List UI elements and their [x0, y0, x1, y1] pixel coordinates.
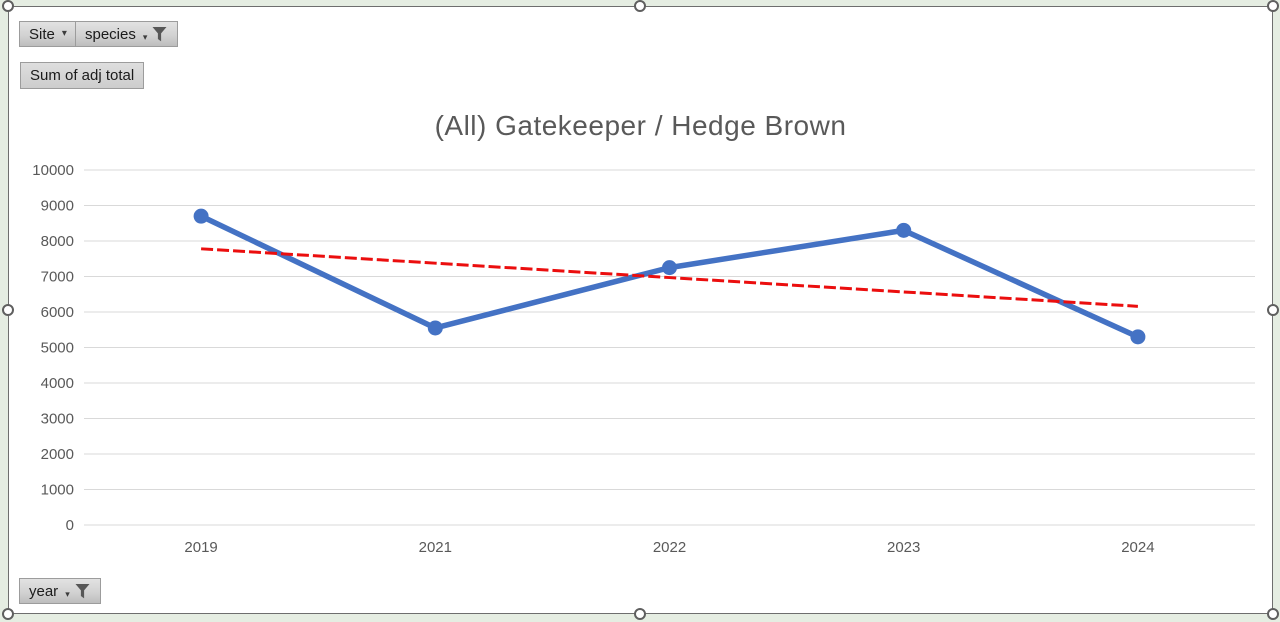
- filter-icon: [151, 26, 168, 42]
- y-axis-tick-label: 10000: [32, 162, 74, 179]
- y-axis-tick-label: 0: [66, 517, 74, 534]
- chevron-down-icon: ▾: [142, 32, 148, 42]
- plot-area[interactable]: 0 1000 2000 3000 4000 5000 6000 7000 8000 9000 100…: [9, 7, 1272, 613]
- selection-handle-top-right[interactable]: [1267, 0, 1279, 12]
- y-axis-tick-label: 2000: [41, 446, 74, 463]
- chevron-down-icon: ▾: [65, 589, 70, 599]
- data-point-marker[interactable]: [193, 208, 209, 224]
- y-axis-tick-label: 6000: [41, 304, 74, 321]
- filter-icon: [74, 583, 91, 599]
- species-field-label: species: [85, 25, 136, 43]
- trendline[interactable]: [201, 247, 1138, 308]
- value-field-label: Sum of adj total: [30, 67, 135, 84]
- y-axis-tick-label: 4000: [41, 375, 74, 392]
- species-field-button[interactable]: species ▾: [75, 21, 179, 47]
- y-axis-tick-label: 1000: [41, 482, 74, 499]
- value-field-button[interactable]: Sum of adj total: [20, 62, 145, 89]
- chevron-down-icon: ▾: [61, 28, 67, 39]
- x-axis-tick-label: 2021: [419, 539, 452, 556]
- y-axis-tick-label: 3000: [41, 411, 74, 428]
- year-field-label: year: [29, 582, 59, 600]
- selection-handle-top-left[interactable]: [2, 0, 14, 12]
- x-axis-tick-label: 2024: [1121, 539, 1154, 556]
- selection-handle-top-middle[interactable]: [634, 0, 646, 12]
- x-axis-tick-label: 2022: [653, 539, 686, 556]
- selection-handle-middle-left[interactable]: [2, 304, 14, 316]
- selection-handle-bottom-right[interactable]: [1267, 608, 1279, 620]
- y-axis-tick-label: 9000: [41, 198, 74, 215]
- site-field-label: Site: [29, 25, 55, 43]
- x-axis-tick-label: 2019: [184, 539, 217, 556]
- pivot-chart-object[interactable]: Site ▾ species ▾ Sum of adj total year ▾…: [8, 6, 1273, 614]
- data-point-marker[interactable]: [427, 320, 443, 336]
- data-point-marker[interactable]: [896, 222, 912, 238]
- year-field-button[interactable]: year ▾: [19, 578, 101, 604]
- y-axis-tick-label: 5000: [41, 340, 74, 357]
- site-field-button[interactable]: Site ▾: [19, 21, 77, 47]
- y-axis-tick-label: 8000: [41, 233, 74, 250]
- selection-handle-bottom-middle[interactable]: [634, 608, 646, 620]
- data-point-marker[interactable]: [662, 260, 677, 276]
- selection-handle-middle-right[interactable]: [1267, 304, 1279, 316]
- x-axis-tick-label: 2023: [887, 539, 920, 556]
- data-point-marker[interactable]: [1130, 329, 1146, 345]
- chart-title[interactable]: (All) Gatekeeper / Hedge Brown: [434, 110, 847, 141]
- y-axis-tick-label: 7000: [41, 269, 74, 286]
- selection-handle-bottom-left[interactable]: [2, 608, 14, 620]
